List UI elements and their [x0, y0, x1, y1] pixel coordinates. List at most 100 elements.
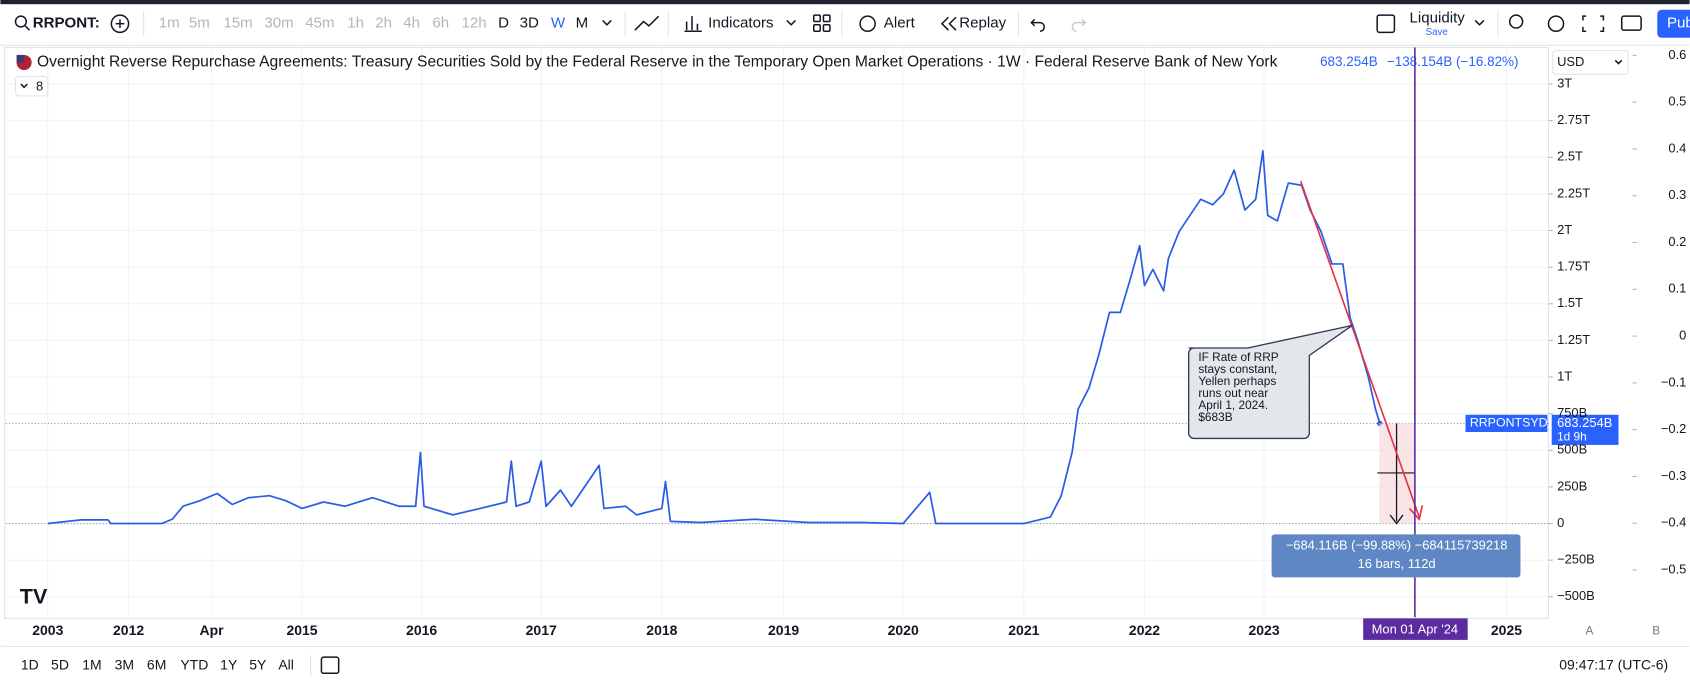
x-tick-label: Apr	[199, 622, 224, 638]
search-icon	[24, 25, 31, 31]
layout-name[interactable]: Liquidity	[1409, 9, 1465, 26]
tile	[813, 14, 821, 23]
y2-tick-label: 0.1	[1668, 281, 1686, 296]
x-tick-label: 2018	[646, 622, 677, 638]
range-button[interactable]: All	[278, 656, 294, 672]
interval-button[interactable]: 4h	[403, 15, 420, 32]
layout-checkbox[interactable]	[1376, 14, 1396, 34]
trend-arrow	[1408, 505, 1424, 521]
y2-tick-label: 0.6	[1668, 47, 1686, 62]
range-button[interactable]: 6M	[147, 656, 166, 672]
x-tick-label: 2021	[1008, 622, 1039, 638]
indicators-icon	[684, 16, 702, 32]
y-tick-label: 0	[1557, 515, 1564, 530]
layout-menu[interactable]	[1474, 19, 1485, 26]
y-tick-label: 750B	[1557, 405, 1587, 420]
y-tick-label: −500B	[1557, 588, 1595, 603]
x-tick-label: 2015	[286, 622, 317, 638]
interval-button[interactable]: 3D	[520, 15, 539, 32]
range-button[interactable]: 1D	[21, 656, 39, 672]
interval-menu[interactable]	[602, 19, 612, 26]
publish-button[interactable]	[1657, 9, 1690, 38]
note-line: runs out near	[1198, 386, 1268, 400]
symbol[interactable]: RRPONT:	[33, 15, 100, 32]
indicators-menu[interactable]	[786, 19, 796, 26]
publish-label[interactable]: Pub	[1667, 15, 1690, 32]
search-icon	[14, 15, 28, 28]
range-button[interactable]: 1Y	[220, 656, 238, 672]
redo-button[interactable]	[1071, 18, 1087, 32]
templates-button[interactable]	[813, 14, 831, 32]
range-button[interactable]: 5D	[51, 656, 69, 672]
indicator-toggle[interactable]	[14, 75, 49, 97]
tile	[822, 24, 831, 32]
currency[interactable]: USD	[1557, 54, 1584, 69]
interval-button[interactable]: D	[498, 15, 509, 32]
range-button[interactable]: 1M	[82, 656, 101, 672]
auto-scale[interactable]: A	[1585, 623, 1593, 637]
replay-button[interactable]: Replay	[959, 15, 1006, 32]
interval-button[interactable]: 12h	[461, 15, 486, 32]
interval-button[interactable]: W	[551, 15, 566, 32]
x-tick-label: 2017	[526, 622, 557, 638]
x-tick-label: 2023	[1248, 622, 1279, 638]
interval-button[interactable]: 15m	[223, 15, 252, 32]
save-label[interactable]: Save	[1426, 27, 1448, 38]
chart-style-button[interactable]	[634, 15, 660, 31]
measure-box	[1271, 534, 1521, 578]
currency-select[interactable]	[1552, 50, 1629, 75]
range-button[interactable]: 3M	[115, 656, 134, 672]
y-tick-label: 2.75T	[1557, 112, 1590, 127]
goto-date[interactable]	[320, 656, 340, 675]
interval-button[interactable]: 1m	[159, 15, 180, 32]
note-line: $683B	[1198, 410, 1232, 424]
y-tick-label: 2.25T	[1557, 185, 1590, 200]
y2-tick-label: −0.5	[1661, 561, 1686, 576]
indicators-button[interactable]: Indicators	[708, 15, 773, 32]
log-scale[interactable]: B	[1652, 623, 1660, 637]
interval-button[interactable]: 45m	[305, 15, 334, 32]
flag-icon	[16, 54, 25, 63]
interval-button[interactable]: M	[576, 15, 589, 32]
range-button[interactable]: 5Y	[249, 656, 267, 672]
y-tick-label: 250B	[1557, 478, 1587, 493]
interval-button[interactable]: 2h	[375, 15, 392, 32]
interval-button[interactable]: 30m	[264, 15, 293, 32]
compare-button[interactable]	[110, 14, 130, 34]
note-callout[interactable]	[1188, 324, 1353, 440]
y-tick-label: 3T	[1557, 75, 1572, 90]
price-label-box	[1551, 414, 1619, 445]
tile	[813, 24, 821, 32]
fullscreen-button[interactable]	[1582, 15, 1605, 32]
interval-group: 1m 5m 15m 30m 45m 1h 2h 4h 6h 12h D 3D W M	[159, 15, 588, 32]
measure-text: −684.116B (−99.88%) −684115739218	[1286, 538, 1508, 553]
interval-button[interactable]: 1h	[347, 15, 364, 32]
measure-arrow	[1389, 514, 1404, 525]
y-tick-label: 1.25T	[1557, 332, 1590, 347]
y-tick-label: 2T	[1557, 222, 1572, 237]
screenshot-button[interactable]	[1620, 15, 1642, 31]
range-button[interactable]: YTD	[180, 656, 208, 672]
quick-search[interactable]	[1508, 14, 1524, 29]
interval-button[interactable]: 6h	[432, 15, 449, 32]
date-label: Mon 01 Apr '24	[1372, 622, 1458, 637]
undo-button[interactable]	[1030, 18, 1046, 32]
alert-icon	[859, 15, 876, 32]
x-tick-label: 2020	[888, 622, 919, 638]
clock: 09:47:17 (UTC-6)	[1559, 656, 1668, 672]
toolbar	[0, 4, 1690, 46]
y-tick-label: 1T	[1557, 368, 1572, 383]
range-group: 1D 5D 1M 3M 6M YTD 1Y 5Y All	[21, 656, 294, 672]
y-tick-label: 1.5T	[1557, 295, 1583, 310]
note-line: Yellen perhaps	[1198, 374, 1276, 388]
change: −138.154B (−16.82%)	[1387, 54, 1519, 69]
settings-button[interactable]	[1547, 15, 1565, 32]
date-label-box	[1363, 618, 1468, 640]
symbol-search[interactable]: RRPONT:	[14, 15, 100, 32]
x-tick-label: 2003	[32, 622, 63, 638]
indicator-count[interactable]: 8	[36, 79, 43, 94]
interval-button[interactable]: 5m	[189, 15, 210, 32]
alert-button[interactable]: Alert	[884, 15, 916, 32]
